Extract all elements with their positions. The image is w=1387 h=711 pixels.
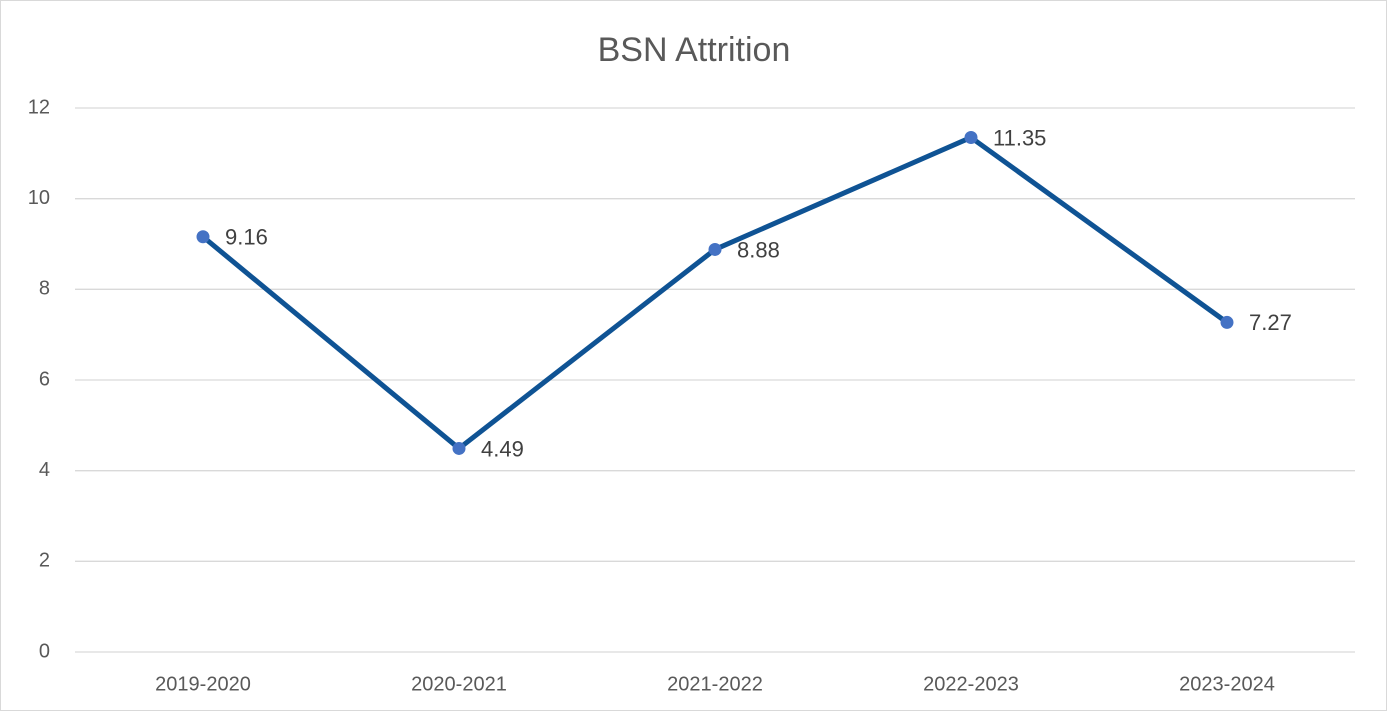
marker xyxy=(964,130,978,144)
data-label: 7.27 xyxy=(1249,310,1292,335)
x-tick-label: 2019-2020 xyxy=(155,673,251,695)
y-tick-label: 6 xyxy=(39,368,50,390)
data-label: 4.49 xyxy=(481,436,524,461)
x-tick-label: 2020-2021 xyxy=(411,673,507,695)
marker xyxy=(708,242,722,256)
x-tick-label: 2022-2023 xyxy=(923,673,1019,695)
marker xyxy=(1220,315,1234,329)
x-tick-label: 2021-2022 xyxy=(667,673,763,695)
y-tick-label: 0 xyxy=(39,640,50,662)
y-tick-label: 12 xyxy=(28,96,50,118)
y-tick-label: 8 xyxy=(39,278,50,300)
y-tick-label: 4 xyxy=(39,459,50,481)
data-label: 9.16 xyxy=(225,225,268,250)
chart-title: BSN Attrition xyxy=(598,31,791,69)
data-label: 11.35 xyxy=(993,125,1046,150)
marker xyxy=(196,230,210,244)
x-tick-label: 2023-2024 xyxy=(1179,673,1275,695)
y-tick-label: 10 xyxy=(28,187,50,209)
marker xyxy=(452,441,466,455)
y-tick-label: 2 xyxy=(39,550,50,572)
data-label: 8.88 xyxy=(737,237,780,262)
